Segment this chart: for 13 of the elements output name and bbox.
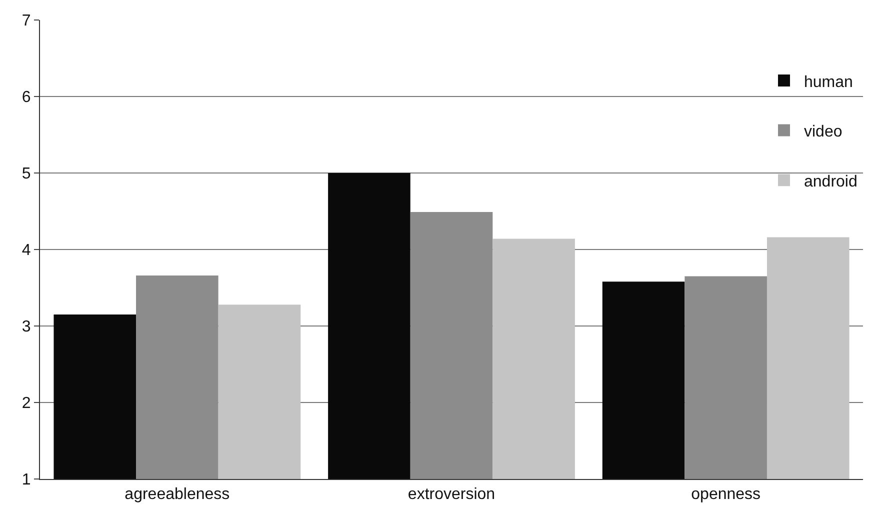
x-tick-label: agreeableness [124,486,230,504]
x-tick-label: openness [691,486,761,504]
legend-label: video [804,124,842,141]
y-tick-label: 1 [22,472,31,489]
y-tick-label: 3 [22,318,31,336]
legend-label: human [804,74,853,91]
y-tick-label: 2 [22,395,31,412]
y-tick-label: 4 [22,242,31,260]
x-tick-label: extroversion [408,486,496,504]
y-tick-label: 6 [22,89,31,106]
y-tick-label: 7 [22,12,31,30]
y-tick-label: 5 [22,166,31,183]
legend-label: android [804,173,858,190]
